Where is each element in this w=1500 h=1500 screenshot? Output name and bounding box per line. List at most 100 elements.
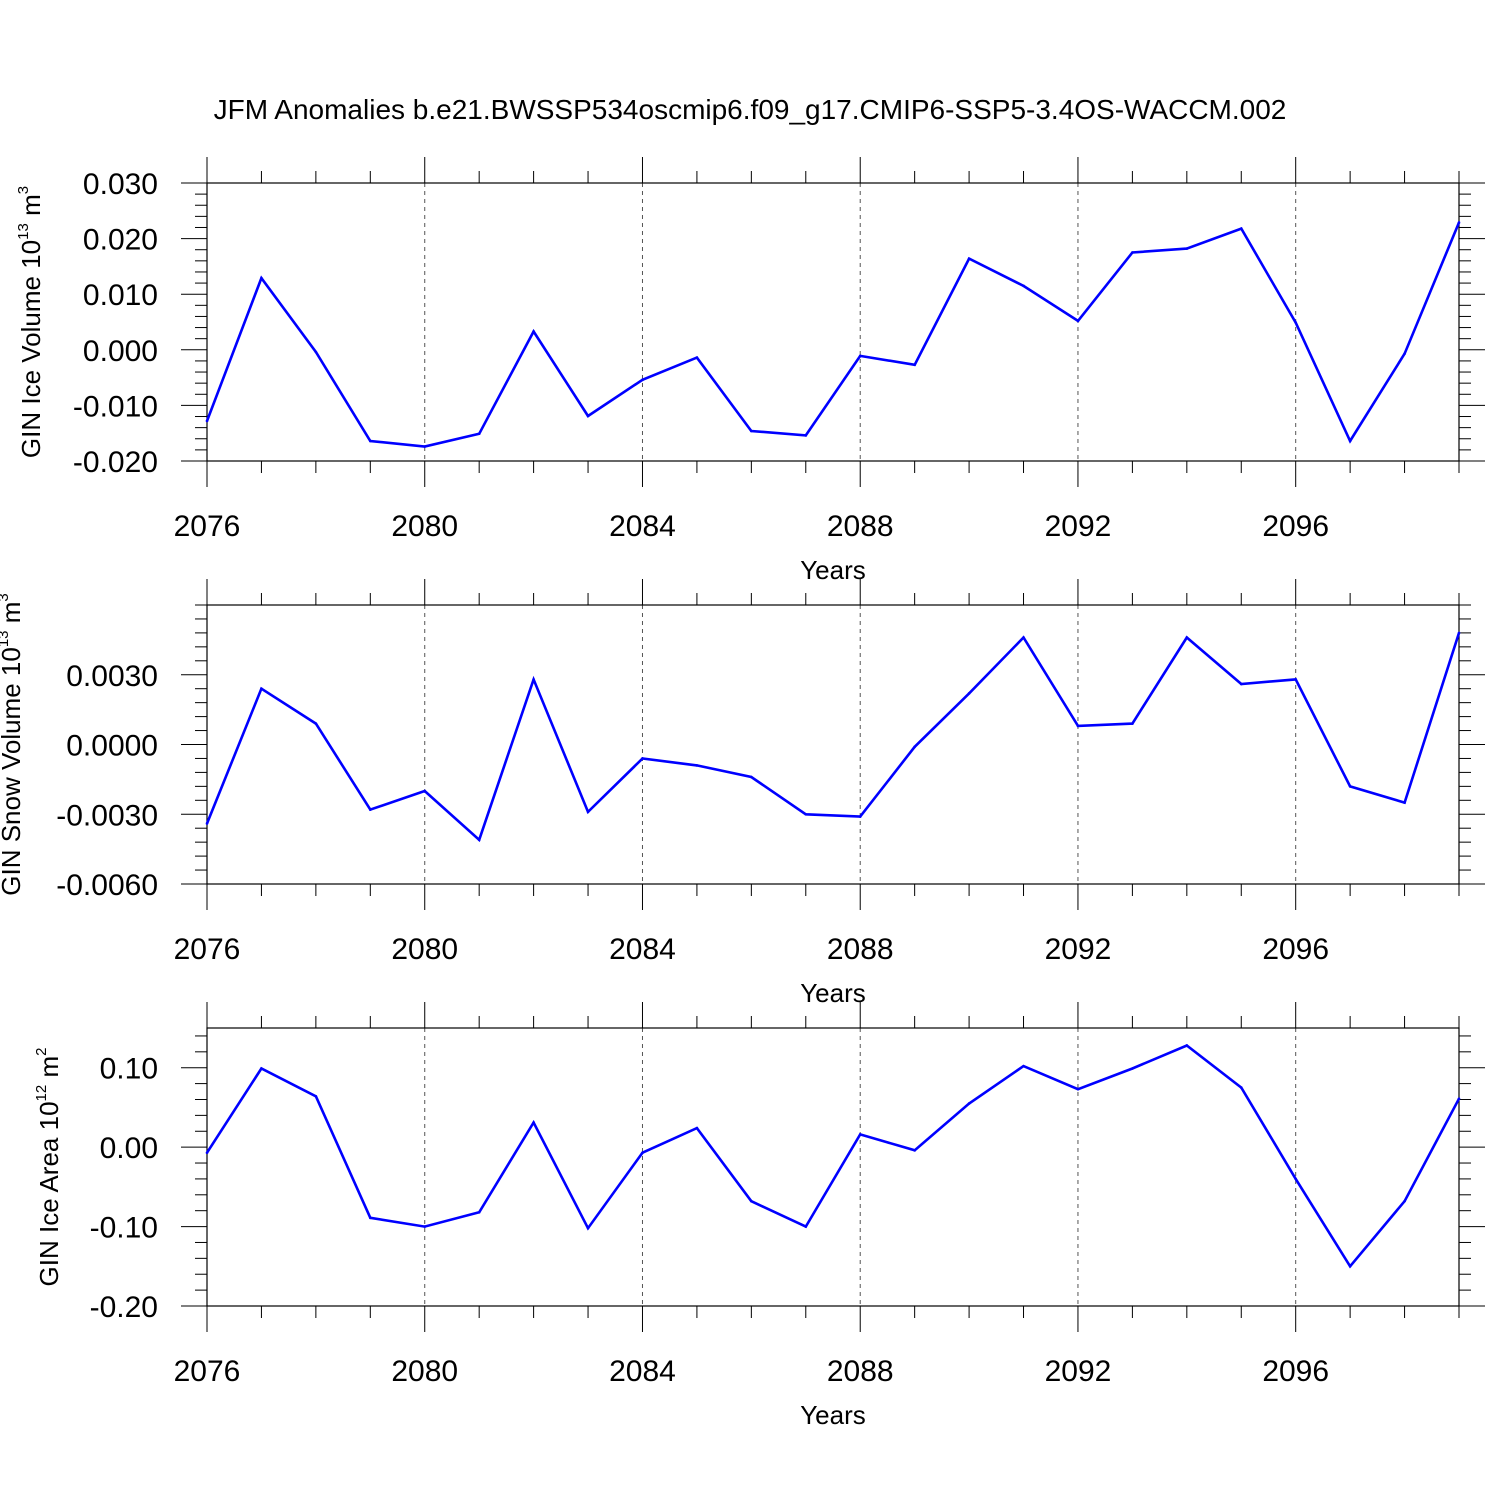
data-point [205, 1151, 209, 1155]
data-point [423, 445, 427, 448]
data-point [695, 764, 699, 767]
data-point [1022, 636, 1025, 639]
x-tick-label: 2076 [174, 933, 241, 966]
panel-1: -0.020 -0.010 0.000 0.010 0.020 0.030 2076 2080… [15, 157, 1485, 585]
data-point [750, 775, 753, 779]
x-tick-label: 2084 [609, 510, 676, 543]
x-tick-label: 2084 [609, 1355, 676, 1388]
data-point [967, 692, 971, 695]
data-point [205, 419, 209, 423]
x-tick-label: 2080 [391, 510, 458, 543]
x-tick-label: 2076 [174, 1355, 241, 1388]
y-tick-label: -0.0030 [56, 799, 158, 832]
data-point [804, 434, 808, 437]
data-point [1131, 251, 1134, 254]
data-point [1348, 439, 1352, 443]
y-tick-label: 0.10 [100, 1053, 158, 1086]
data-point [1403, 801, 1406, 804]
data-point [1131, 722, 1134, 725]
data-point [695, 1126, 699, 1130]
data-point [1239, 1086, 1243, 1089]
data-point [1076, 319, 1080, 323]
y-tick-label: -0.020 [73, 446, 158, 479]
y-tick-label: 0.020 [83, 224, 158, 257]
data-point [532, 1121, 535, 1124]
data-point [1131, 1067, 1134, 1070]
data-point [641, 1151, 644, 1155]
data-point [1076, 1087, 1080, 1091]
y-tick-label: 0.000 [83, 335, 158, 368]
data-point [858, 1133, 862, 1136]
data-point [1294, 321, 1297, 324]
data-point [205, 822, 209, 825]
data-point [695, 356, 699, 359]
x-tick-label: 2076 [174, 510, 241, 543]
data-point [913, 745, 916, 749]
series-line [205, 1044, 1461, 1269]
data-point [641, 757, 644, 760]
data-point [1239, 682, 1243, 686]
x-axis-label: Years [800, 555, 866, 585]
panel-3: -0.20 -0.10 0.00 0.10 2076 2080 2084 2088 2092 20… [33, 1002, 1485, 1430]
y-tick-label: 0.010 [83, 279, 158, 312]
y-tick-label: -0.010 [73, 390, 158, 423]
panel-2: -0.0060 -0.0030 0.0000 0.0030 2076 2080 2084 20… [0, 579, 1485, 1008]
data-point [1022, 1064, 1025, 1068]
data-point [532, 330, 535, 333]
data-point [423, 789, 427, 793]
plot-frame [206, 182, 1460, 462]
data-point [586, 1226, 590, 1230]
data-point [314, 1095, 318, 1098]
data-point [1403, 352, 1406, 355]
x-tick-label: 2092 [1045, 933, 1112, 966]
data-point [369, 1216, 372, 1220]
x-tick-label: 2092 [1045, 510, 1112, 543]
data-point [967, 257, 971, 260]
data-point [260, 687, 263, 690]
data-point [477, 1210, 481, 1214]
x-tick-label: 2096 [1262, 933, 1329, 966]
data-point [477, 432, 481, 436]
data-point [1457, 221, 1461, 224]
data-point [804, 812, 808, 816]
data-point [1294, 1177, 1297, 1181]
y-tick-label: 0.030 [83, 168, 158, 201]
data-point [369, 808, 372, 811]
series-line [205, 222, 1461, 448]
data-point [1185, 247, 1189, 250]
data-point [586, 810, 590, 814]
data-point [260, 1067, 263, 1070]
data-point [1185, 1044, 1189, 1047]
data-point [314, 350, 318, 354]
data-point [477, 838, 481, 842]
data-point [1185, 636, 1189, 639]
y-tick-label: -0.0060 [56, 869, 158, 902]
data-point [369, 439, 372, 443]
data-point [1022, 284, 1025, 288]
y-tick-label: -0.10 [90, 1212, 158, 1245]
x-axis-label: Years [800, 1400, 866, 1430]
x-tick-label: 2088 [827, 1355, 894, 1388]
data-point [913, 363, 916, 367]
data-point [1403, 1199, 1406, 1203]
plot-frame [206, 1027, 1460, 1307]
x-axis-label: Years [800, 978, 866, 1008]
data-point [532, 678, 535, 681]
x-tick-label: 2080 [391, 1355, 458, 1388]
plot-frame [206, 604, 1460, 885]
data-point [858, 815, 862, 818]
data-point [1348, 1264, 1352, 1268]
x-tick-label: 2080 [391, 933, 458, 966]
y-axis-label: GIN Ice Area 1012 m2 [33, 1048, 64, 1287]
data-point [423, 1225, 427, 1228]
data-point [858, 354, 862, 358]
x-tick-label: 2096 [1262, 1355, 1329, 1388]
data-point [913, 1149, 916, 1152]
x-tick-label: 2092 [1045, 1355, 1112, 1388]
x-tick-label: 2096 [1262, 510, 1329, 543]
data-point [641, 378, 644, 382]
data-point [1239, 227, 1243, 230]
data-point [1348, 785, 1352, 788]
data-point [314, 722, 318, 725]
